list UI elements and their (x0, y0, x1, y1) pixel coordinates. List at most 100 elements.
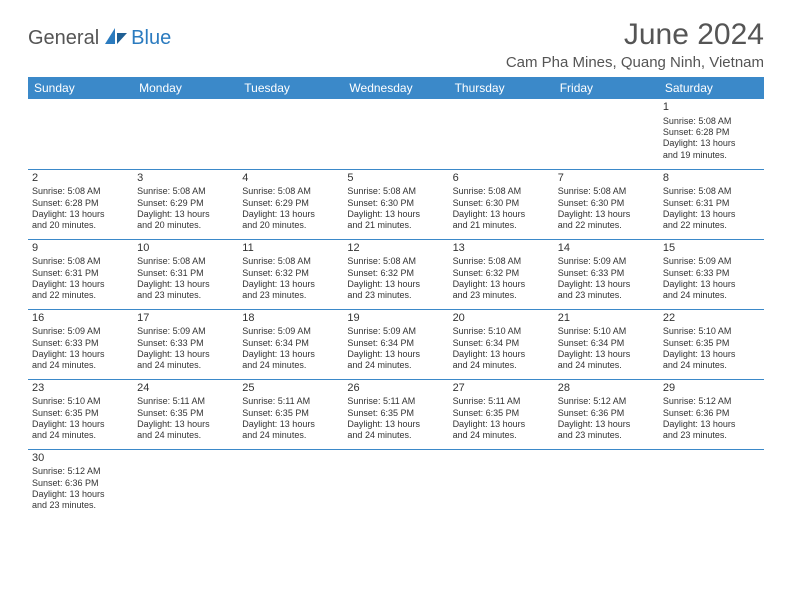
day-number: 30 (32, 452, 129, 466)
cell-d2: and 24 minutes. (347, 360, 444, 371)
calendar-page: General Blue June 2024 Cam Pha Mines, Qu… (0, 0, 792, 537)
cell-d1: Daylight: 13 hours (32, 349, 129, 360)
cell-ss: Sunset: 6:32 PM (242, 268, 339, 279)
calendar-row: 2Sunrise: 5:08 AMSunset: 6:28 PMDaylight… (28, 169, 764, 239)
cell-d2: and 23 minutes. (242, 290, 339, 301)
cell-d1: Daylight: 13 hours (32, 419, 129, 430)
cell-d1: Daylight: 13 hours (558, 209, 655, 220)
day-number: 19 (347, 312, 444, 326)
day-number: 7 (558, 172, 655, 186)
cell-ss: Sunset: 6:33 PM (32, 338, 129, 349)
cell-sr: Sunrise: 5:08 AM (137, 256, 234, 267)
calendar-cell: 22Sunrise: 5:10 AMSunset: 6:35 PMDayligh… (659, 309, 764, 379)
cell-d1: Daylight: 13 hours (453, 419, 550, 430)
cell-d2: and 24 minutes. (663, 290, 760, 301)
day-number: 17 (137, 312, 234, 326)
calendar-cell: 20Sunrise: 5:10 AMSunset: 6:34 PMDayligh… (449, 309, 554, 379)
cell-ss: Sunset: 6:31 PM (137, 268, 234, 279)
day-number: 10 (137, 242, 234, 256)
day-number: 5 (347, 172, 444, 186)
day-header-sat: Saturday (659, 77, 764, 99)
cell-d2: and 23 minutes. (32, 500, 129, 511)
calendar-cell (133, 449, 238, 519)
cell-d1: Daylight: 13 hours (242, 419, 339, 430)
calendar-table: Sunday Monday Tuesday Wednesday Thursday… (28, 77, 764, 519)
cell-sr: Sunrise: 5:10 AM (663, 326, 760, 337)
cell-d2: and 20 minutes. (32, 220, 129, 231)
cell-ss: Sunset: 6:28 PM (663, 127, 760, 138)
cell-d2: and 24 minutes. (32, 360, 129, 371)
day-number: 26 (347, 382, 444, 396)
calendar-cell: 8Sunrise: 5:08 AMSunset: 6:31 PMDaylight… (659, 169, 764, 239)
calendar-cell: 19Sunrise: 5:09 AMSunset: 6:34 PMDayligh… (343, 309, 448, 379)
day-number: 11 (242, 242, 339, 256)
day-number: 15 (663, 242, 760, 256)
cell-sr: Sunrise: 5:08 AM (347, 256, 444, 267)
day-number: 9 (32, 242, 129, 256)
cell-d2: and 24 minutes. (32, 430, 129, 441)
calendar-row: 1Sunrise: 5:08 AMSunset: 6:28 PMDaylight… (28, 99, 764, 169)
cell-sr: Sunrise: 5:08 AM (242, 186, 339, 197)
cell-d2: and 24 minutes. (137, 360, 234, 371)
calendar-cell (238, 99, 343, 169)
cell-ss: Sunset: 6:35 PM (663, 338, 760, 349)
cell-sr: Sunrise: 5:11 AM (242, 396, 339, 407)
day-number: 24 (137, 382, 234, 396)
cell-d1: Daylight: 13 hours (32, 279, 129, 290)
cell-sr: Sunrise: 5:08 AM (453, 186, 550, 197)
calendar-cell (554, 449, 659, 519)
cell-sr: Sunrise: 5:12 AM (663, 396, 760, 407)
cell-d2: and 23 minutes. (347, 290, 444, 301)
calendar-cell: 25Sunrise: 5:11 AMSunset: 6:35 PMDayligh… (238, 379, 343, 449)
cell-ss: Sunset: 6:28 PM (32, 198, 129, 209)
cell-sr: Sunrise: 5:11 AM (347, 396, 444, 407)
calendar-cell: 7Sunrise: 5:08 AMSunset: 6:30 PMDaylight… (554, 169, 659, 239)
cell-d1: Daylight: 13 hours (137, 209, 234, 220)
calendar-row: 23Sunrise: 5:10 AMSunset: 6:35 PMDayligh… (28, 379, 764, 449)
day-number: 23 (32, 382, 129, 396)
calendar-cell: 12Sunrise: 5:08 AMSunset: 6:32 PMDayligh… (343, 239, 448, 309)
day-number: 3 (137, 172, 234, 186)
calendar-cell (449, 449, 554, 519)
calendar-cell: 10Sunrise: 5:08 AMSunset: 6:31 PMDayligh… (133, 239, 238, 309)
cell-d2: and 23 minutes. (558, 430, 655, 441)
cell-sr: Sunrise: 5:08 AM (558, 186, 655, 197)
cell-sr: Sunrise: 5:12 AM (32, 466, 129, 477)
cell-d2: and 23 minutes. (137, 290, 234, 301)
calendar-cell: 1Sunrise: 5:08 AMSunset: 6:28 PMDaylight… (659, 99, 764, 169)
cell-d1: Daylight: 13 hours (558, 279, 655, 290)
calendar-cell: 14Sunrise: 5:09 AMSunset: 6:33 PMDayligh… (554, 239, 659, 309)
cell-ss: Sunset: 6:29 PM (242, 198, 339, 209)
cell-d2: and 19 minutes. (663, 150, 760, 161)
cell-ss: Sunset: 6:31 PM (663, 198, 760, 209)
calendar-cell: 9Sunrise: 5:08 AMSunset: 6:31 PMDaylight… (28, 239, 133, 309)
day-header-sun: Sunday (28, 77, 133, 99)
cell-d1: Daylight: 13 hours (242, 349, 339, 360)
cell-d1: Daylight: 13 hours (32, 489, 129, 500)
cell-d1: Daylight: 13 hours (242, 279, 339, 290)
calendar-cell: 4Sunrise: 5:08 AMSunset: 6:29 PMDaylight… (238, 169, 343, 239)
calendar-cell (133, 99, 238, 169)
cell-ss: Sunset: 6:35 PM (242, 408, 339, 419)
calendar-cell: 23Sunrise: 5:10 AMSunset: 6:35 PMDayligh… (28, 379, 133, 449)
cell-d2: and 24 minutes. (347, 430, 444, 441)
cell-d1: Daylight: 13 hours (32, 209, 129, 220)
cell-d1: Daylight: 13 hours (137, 279, 234, 290)
cell-d1: Daylight: 13 hours (453, 279, 550, 290)
day-header-tue: Tuesday (238, 77, 343, 99)
cell-d2: and 20 minutes. (137, 220, 234, 231)
cell-sr: Sunrise: 5:09 AM (663, 256, 760, 267)
calendar-cell: 13Sunrise: 5:08 AMSunset: 6:32 PMDayligh… (449, 239, 554, 309)
day-number: 13 (453, 242, 550, 256)
day-number: 8 (663, 172, 760, 186)
cell-d1: Daylight: 13 hours (347, 419, 444, 430)
day-number: 21 (558, 312, 655, 326)
cell-sr: Sunrise: 5:11 AM (453, 396, 550, 407)
cell-ss: Sunset: 6:34 PM (558, 338, 655, 349)
day-number: 27 (453, 382, 550, 396)
calendar-row: 30Sunrise: 5:12 AMSunset: 6:36 PMDayligh… (28, 449, 764, 519)
logo-sail-icon (103, 26, 129, 51)
cell-d1: Daylight: 13 hours (558, 419, 655, 430)
day-number: 22 (663, 312, 760, 326)
cell-sr: Sunrise: 5:09 AM (242, 326, 339, 337)
